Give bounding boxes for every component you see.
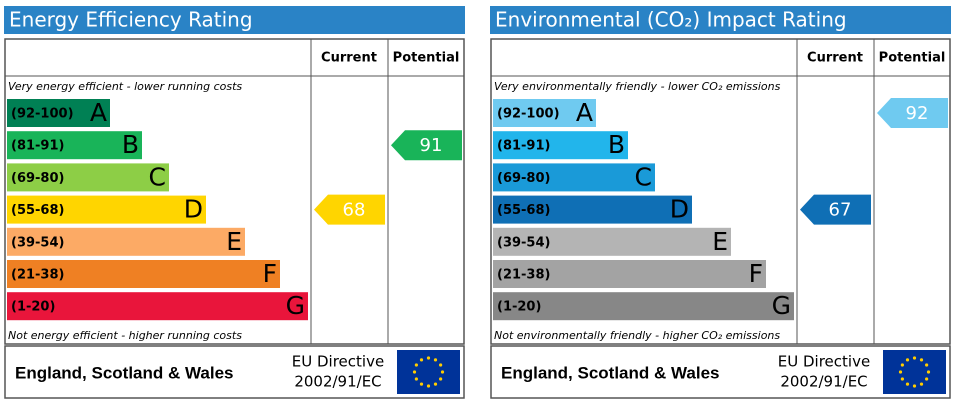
panel-title: Energy Efficiency Rating — [9, 8, 253, 32]
rating-value: 91 — [420, 135, 443, 156]
flag-star — [926, 370, 931, 374]
band-range: (21-38) — [497, 268, 550, 283]
rating-arrow — [391, 130, 462, 161]
flag-star — [433, 358, 438, 362]
rating-value: 92 — [906, 103, 929, 124]
band-range: (21-38) — [11, 268, 64, 283]
band-letter: E — [712, 227, 728, 256]
band-bar — [7, 227, 245, 256]
band-letter: A — [576, 98, 593, 127]
region: England, Scotland & Wales — [15, 363, 234, 382]
band-range: (81-91) — [497, 139, 550, 154]
band-bar — [7, 195, 206, 224]
band-range: (39-54) — [497, 235, 550, 250]
band-range: (81-91) — [11, 139, 64, 154]
flag-star — [414, 363, 418, 367]
flag-star — [912, 384, 917, 388]
directive: EU Directive — [778, 353, 870, 371]
flag-star — [919, 358, 924, 362]
band-range: (39-54) — [11, 235, 64, 250]
flag-star — [919, 382, 924, 386]
footer-frame — [490, 345, 951, 399]
band-letter: G — [772, 291, 791, 320]
band-range: (69-80) — [11, 171, 64, 186]
flag-star — [440, 370, 445, 374]
panel-title: Environmental (CO₂) Impact Rating — [495, 8, 847, 32]
flag-star — [433, 382, 438, 386]
column-header: Current — [321, 51, 377, 66]
flag-star — [898, 370, 903, 374]
title-bar — [490, 6, 951, 34]
band-letter: B — [608, 130, 625, 159]
flag-star — [419, 358, 424, 362]
band-range: (1-20) — [11, 300, 55, 315]
flag-star — [426, 384, 431, 388]
directive: 2002/91/EC — [780, 373, 867, 391]
region: England, Scotland & Wales — [501, 363, 720, 382]
flag-star — [925, 377, 929, 381]
band-letter: G — [286, 291, 305, 320]
band-bar — [7, 163, 169, 192]
flag-star — [905, 382, 910, 386]
band-range: (55-68) — [11, 203, 64, 218]
column-header: Potential — [393, 51, 460, 66]
flag-star — [419, 382, 424, 386]
band-letter: A — [90, 98, 107, 127]
bottom-note: Not energy efficient - higher running co… — [8, 329, 242, 342]
band-letter: D — [184, 195, 203, 224]
band-bar — [7, 99, 110, 127]
band-range: (55-68) — [497, 203, 550, 218]
directive: 2002/91/EC — [294, 373, 381, 391]
band-bar — [7, 292, 308, 321]
flag-star — [426, 356, 431, 360]
table-frame — [4, 38, 465, 345]
rating-arrow — [800, 194, 871, 225]
band-bar — [493, 99, 596, 127]
band-bar — [493, 227, 731, 256]
band-letter: C — [635, 162, 652, 191]
column-header: Current — [807, 51, 863, 66]
flag-star — [439, 377, 443, 381]
band-bar — [493, 260, 766, 288]
band-letter: F — [263, 259, 277, 288]
top-note: Very energy efficient - lower running co… — [8, 80, 242, 93]
band-letter: C — [149, 162, 166, 191]
band-letter: E — [226, 227, 242, 256]
flag-star — [412, 370, 417, 374]
band-range: (92-100) — [11, 107, 74, 122]
rating-arrow — [877, 98, 948, 128]
rating-value: 67 — [829, 200, 852, 221]
flag-star — [414, 377, 418, 381]
band-range: (1-20) — [497, 300, 541, 315]
footer-frame — [4, 345, 465, 399]
band-bar — [7, 260, 280, 288]
flag-star — [905, 358, 910, 362]
rating-value: 68 — [343, 200, 366, 221]
column-header: Potential — [879, 51, 946, 66]
band-bar — [493, 131, 628, 160]
rating-arrow — [314, 194, 385, 225]
bottom-note: Not environmentally friendly - higher CO… — [494, 329, 780, 342]
band-bar — [493, 195, 692, 224]
flag-star — [925, 363, 929, 367]
band-bar — [493, 163, 655, 192]
title-bar — [4, 6, 465, 34]
flag-star — [900, 363, 904, 367]
top-note: Very environmentally friendly - lower CO… — [494, 80, 781, 93]
band-letter: F — [749, 259, 763, 288]
table-frame — [490, 38, 951, 345]
flag-star — [439, 363, 443, 367]
band-letter: D — [670, 195, 689, 224]
directive: EU Directive — [292, 353, 384, 371]
band-bar — [7, 131, 142, 160]
band-bar — [493, 292, 794, 321]
band-letter: B — [122, 130, 139, 159]
flag-star — [912, 356, 917, 360]
band-range: (92-100) — [497, 107, 560, 122]
flag-star — [900, 377, 904, 381]
band-range: (69-80) — [497, 171, 550, 186]
